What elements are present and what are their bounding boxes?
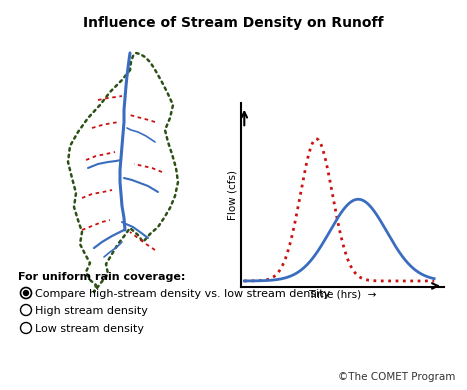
X-axis label: Time (hrs)  →: Time (hrs) → bbox=[308, 289, 376, 300]
Text: For uniform rain coverage:: For uniform rain coverage: bbox=[18, 272, 185, 282]
Text: Compare high-stream density vs. low stream density: Compare high-stream density vs. low stre… bbox=[35, 289, 330, 299]
Y-axis label: Flow (cfs): Flow (cfs) bbox=[228, 170, 238, 220]
Text: ©The COMET Program: ©The COMET Program bbox=[338, 372, 455, 382]
Text: Low stream density: Low stream density bbox=[35, 324, 144, 334]
Text: High stream density: High stream density bbox=[35, 306, 148, 316]
Circle shape bbox=[23, 291, 28, 296]
Text: Influence of Stream Density on Runoff: Influence of Stream Density on Runoff bbox=[83, 16, 383, 30]
